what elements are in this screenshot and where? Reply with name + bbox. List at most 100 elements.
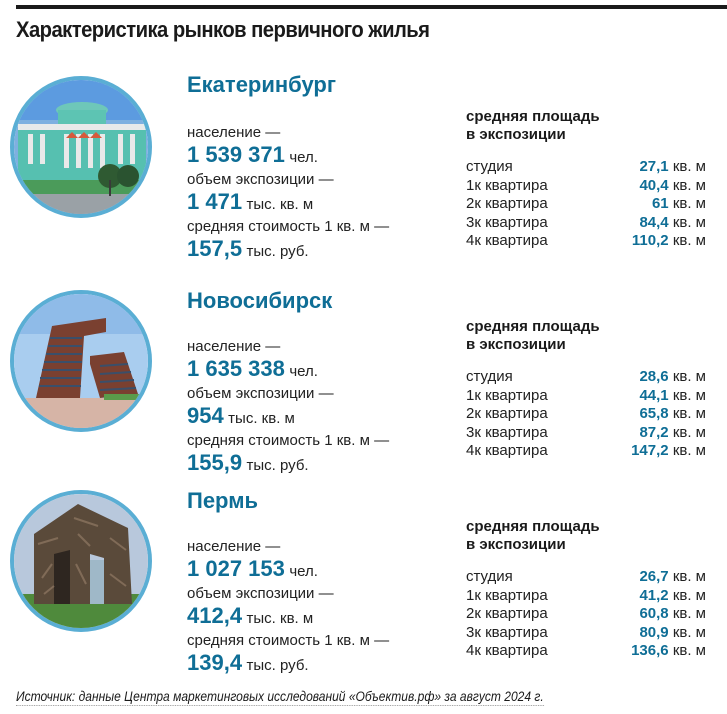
area-row: 1к квартира 41,2 кв. м [466, 587, 706, 606]
area-value: 61 [651, 195, 669, 212]
area-row: студия 28,6 кв. м [466, 368, 706, 387]
area-title-line2: в экспозиции [466, 336, 566, 353]
area-title-line2: в экспозиции [466, 126, 566, 143]
area-value: 27,1 [639, 158, 669, 175]
exposition-unit: тыс. кв. м [246, 610, 314, 627]
exposition-value: 412,4 тыс. кв. м [187, 603, 389, 632]
apartment-type: 1к квартира [466, 586, 548, 604]
area-row: 2к квартира 61 кв. м [466, 195, 706, 214]
exposition-value: 954 тыс. кв. м [187, 403, 389, 432]
population-value: 1 539 371 чел. [187, 142, 389, 171]
apartment-type: студия [466, 568, 513, 585]
top-rule [16, 5, 727, 9]
area-unit: кв. м [672, 642, 706, 659]
city-photo-ekaterinburg [10, 76, 152, 218]
apartment-type: 3к квартира [466, 423, 548, 441]
population-label: население — [187, 538, 281, 555]
apartment-type: 3к квартира [466, 623, 548, 641]
exposition-label: объем экспозиции — [187, 171, 334, 188]
apartment-type: 3к квартира [466, 213, 548, 231]
average-area-table: средняя площадь в экспозиции студия 28,6 … [466, 318, 706, 461]
price-number: 157,5 [187, 236, 243, 261]
apartment-type: 4к квартира [466, 642, 548, 659]
price-unit: тыс. руб. [246, 243, 309, 260]
area-value: 28,6 [639, 368, 669, 385]
population-value: 1 027 153 чел. [187, 556, 389, 585]
city-name: Новосибирск [187, 288, 333, 313]
city-photo-novosibirsk [10, 290, 152, 432]
population-label: население — [187, 124, 281, 141]
area-value: 147,2 [631, 442, 669, 459]
city-block-ekaterinburg: Екатеринбург население — 1 539 371 чел. … [0, 66, 727, 266]
area-unit: кв. м [672, 605, 706, 622]
area-value: 26,7 [639, 568, 669, 585]
area-value: 84,4 [639, 213, 669, 231]
area-row: 3к квартира 87,2 кв. м [466, 424, 706, 443]
area-value: 110,2 [631, 232, 669, 249]
exposition-unit: тыс. кв. м [246, 196, 314, 213]
exposition-unit: тыс. кв. м [228, 410, 295, 427]
area-row: студия 26,7 кв. м [466, 568, 706, 587]
price-unit: тыс. руб. [246, 657, 309, 674]
average-area-table: средняя площадь в экспозиции студия 26,7 … [466, 518, 706, 661]
area-row: 1к квартира 44,1 кв. м [466, 387, 706, 406]
price-number: 139,4 [187, 650, 243, 675]
exposition-label: объем экспозиции — [187, 585, 334, 602]
price-value: 155,9 тыс. руб. [187, 450, 389, 479]
area-value: 87,2 [639, 423, 669, 441]
area-value: 80,9 [639, 623, 669, 641]
apartment-type: студия [466, 158, 513, 175]
apartment-type: 1к квартира [466, 386, 548, 404]
price-unit: тыс. руб. [246, 457, 309, 474]
page-title: Характеристика рынков первичного жилья [16, 17, 430, 42]
area-value: 41,2 [639, 586, 669, 604]
area-unit: кв. м [672, 195, 706, 212]
price-label: средняя стоимость 1 кв. м — [187, 632, 390, 649]
area-value: 65,8 [639, 405, 669, 422]
area-unit: кв. м [672, 586, 706, 604]
exposition-value: 1 471 тыс. кв. м [187, 189, 389, 218]
population-unit: чел. [289, 363, 318, 380]
area-unit: кв. м [672, 568, 706, 585]
apartment-type: 4к квартира [466, 232, 548, 249]
city-stats: население — 1 539 371 чел. объем экспози… [187, 124, 389, 265]
area-unit: кв. м [672, 213, 706, 231]
city-name: Екатеринбург [187, 72, 337, 97]
area-row: 4к квартира 147,2 кв. м [466, 442, 706, 461]
area-unit: кв. м [672, 158, 706, 175]
population-number: 1 635 338 [187, 356, 285, 381]
exposition-number: 1 471 [187, 189, 243, 214]
area-unit: кв. м [672, 623, 706, 641]
population-label: население — [187, 338, 281, 355]
area-row: 1к квартира 40,4 кв. м [466, 177, 706, 196]
apartment-type: 1к квартира [466, 176, 548, 194]
area-row: студия 27,1 кв. м [466, 158, 706, 177]
area-row: 2к квартира 60,8 кв. м [466, 605, 706, 624]
area-unit: кв. м [672, 405, 706, 422]
area-unit: кв. м [672, 386, 706, 404]
city-stats: население — 1 635 338 чел. объем экспози… [187, 338, 389, 479]
area-row: 2к квартира 65,8 кв. м [466, 405, 706, 424]
area-row: 3к квартира 80,9 кв. м [466, 624, 706, 643]
population-number: 1 027 153 [187, 556, 285, 581]
area-value: 40,4 [639, 176, 669, 194]
area-value: 60,8 [639, 605, 669, 622]
apartment-type: 2к квартира [466, 195, 548, 212]
area-title-line1: средняя площадь [466, 108, 600, 125]
price-value: 139,4 тыс. руб. [187, 650, 389, 679]
apartment-type: 2к квартира [466, 405, 548, 422]
city-block-perm: Пермь население — 1 027 153 чел. объем э… [0, 480, 727, 680]
area-value: 136,6 [631, 642, 669, 659]
area-unit: кв. м [672, 176, 706, 194]
area-unit: кв. м [672, 368, 706, 385]
price-value: 157,5 тыс. руб. [187, 236, 389, 265]
population-unit: чел. [289, 149, 318, 166]
population-number: 1 539 371 [187, 142, 285, 167]
area-title-line1: средняя площадь [466, 318, 600, 335]
area-title-line1: средняя площадь [466, 518, 600, 535]
apartment-type: 4к квартира [466, 442, 548, 459]
area-row: 4к квартира 110,2 кв. м [466, 232, 706, 251]
area-unit: кв. м [672, 442, 706, 459]
average-area-table: средняя площадь в экспозиции студия 27,1 … [466, 108, 706, 251]
source-note: Источник: данные Центра маркетинговых ис… [16, 688, 544, 706]
